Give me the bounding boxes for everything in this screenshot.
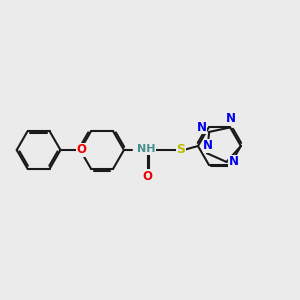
Text: N: N: [226, 112, 236, 125]
Text: O: O: [76, 143, 86, 157]
Text: N: N: [203, 139, 213, 152]
Text: O: O: [143, 170, 153, 183]
Text: S: S: [176, 143, 185, 157]
Text: N: N: [229, 155, 238, 169]
Text: NH: NH: [137, 144, 155, 154]
Text: N: N: [197, 121, 207, 134]
